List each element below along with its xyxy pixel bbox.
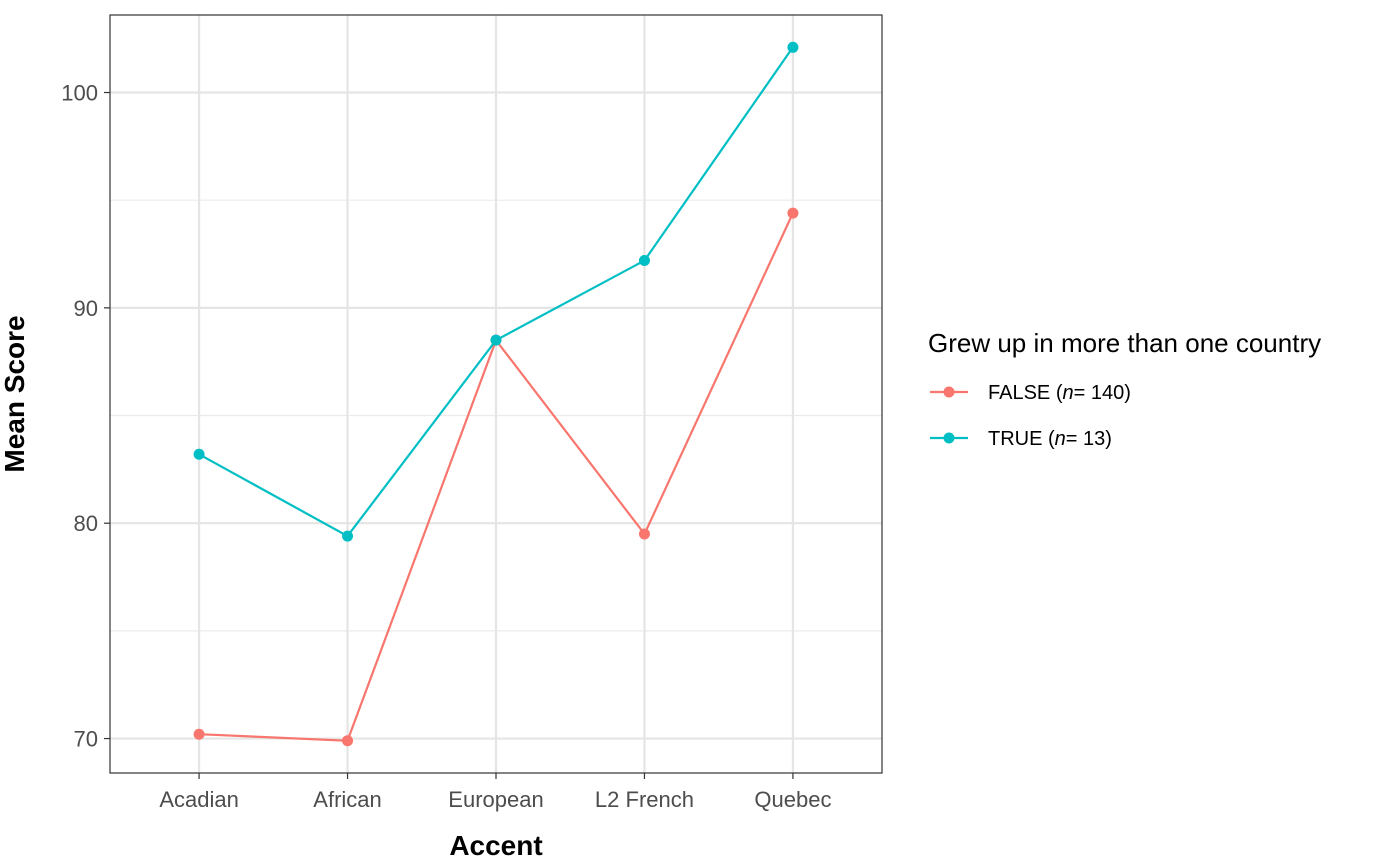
data-point-true xyxy=(638,254,650,266)
y-tick-label: 80 xyxy=(74,511,98,536)
x-tick-label: African xyxy=(313,787,381,812)
legend-key-point xyxy=(943,432,955,444)
x-tick-label: L2 French xyxy=(595,787,694,812)
axis-ticks xyxy=(104,91,794,779)
data-point-true xyxy=(490,334,502,346)
y-tick-label: 70 xyxy=(74,727,98,752)
legend-label-false: FALSE (n= 140) xyxy=(988,382,1131,404)
data-point-false xyxy=(342,735,354,747)
x-tick-label: Acadian xyxy=(159,787,239,812)
grid-major xyxy=(110,15,882,773)
x-tick-label: European xyxy=(448,787,543,812)
data-point-false xyxy=(193,728,205,740)
y-axis-title: Mean Score xyxy=(0,315,30,472)
data-point-false xyxy=(787,207,799,219)
legend-key-point xyxy=(943,386,955,398)
legend: Grew up in more than one country FALSE (… xyxy=(928,328,1321,450)
y-tick-label: 100 xyxy=(61,81,98,106)
x-tick-label: Quebec xyxy=(754,787,831,812)
axis-tick-labels: 70 80 90 100 Acadian African European L2 French… xyxy=(61,81,831,812)
legend-label-true: TRUE (n= 13) xyxy=(988,428,1112,450)
data-point-false xyxy=(638,528,650,540)
x-axis-title: Accent xyxy=(449,830,542,861)
series-layer xyxy=(193,41,799,747)
data-point-true xyxy=(193,448,205,460)
y-tick-label: 90 xyxy=(74,296,98,321)
legend-title: Grew up in more than one country xyxy=(928,328,1321,358)
data-point-true xyxy=(342,530,354,542)
data-point-true xyxy=(787,41,799,53)
